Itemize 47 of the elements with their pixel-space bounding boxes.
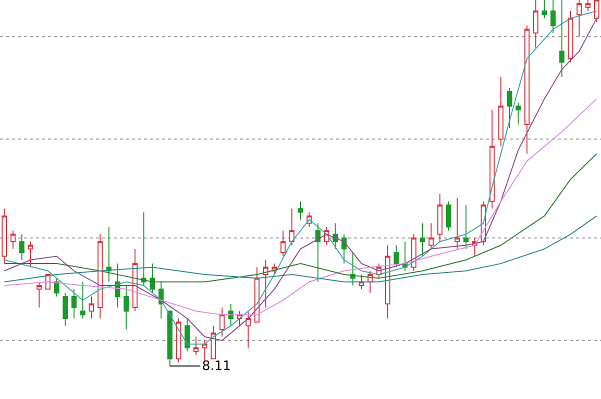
candlestick <box>62 292 68 326</box>
candlestick <box>167 310 172 367</box>
candlestick <box>411 234 416 272</box>
candlestick <box>228 303 234 326</box>
candlestick <box>437 194 442 242</box>
candlestick <box>420 222 426 257</box>
candlestick <box>106 226 112 282</box>
candlestick <box>71 288 77 319</box>
candlestick <box>98 234 103 319</box>
candlestick <box>289 208 294 246</box>
candlestick <box>280 230 286 257</box>
candlestick <box>315 222 321 282</box>
candlestick <box>332 222 338 250</box>
candlestick <box>506 87 512 129</box>
candlestick <box>124 285 129 330</box>
candlestick <box>341 234 347 264</box>
candlestick <box>80 281 86 319</box>
candlestick <box>463 204 469 250</box>
candlestick <box>559 0 564 78</box>
candlestick <box>384 244 390 319</box>
candlestick <box>568 10 574 63</box>
candlestick <box>498 76 504 147</box>
candlestick <box>394 244 399 268</box>
candlestick <box>36 281 42 308</box>
candlestick <box>446 200 452 232</box>
candlestick <box>219 306 225 338</box>
candlestick <box>516 102 521 125</box>
candlestick <box>524 25 530 154</box>
candlestick <box>141 212 146 286</box>
candlestick <box>88 296 94 319</box>
candlestick <box>184 318 190 352</box>
candlestick <box>350 252 356 286</box>
candlestick <box>550 0 556 34</box>
candlestick <box>542 0 548 19</box>
candlestick <box>193 336 199 356</box>
candlestick <box>28 241 34 268</box>
candlestick <box>263 259 268 308</box>
candlestick <box>176 318 182 363</box>
candlestick <box>19 234 24 260</box>
candlestick <box>454 197 460 250</box>
candlestick <box>489 109 495 210</box>
annotation: 8.11 <box>202 359 231 374</box>
candlestick <box>150 263 156 294</box>
candlestick <box>10 230 16 250</box>
candlestick <box>54 278 60 297</box>
candlestick <box>298 200 304 220</box>
candlestick <box>428 222 434 250</box>
